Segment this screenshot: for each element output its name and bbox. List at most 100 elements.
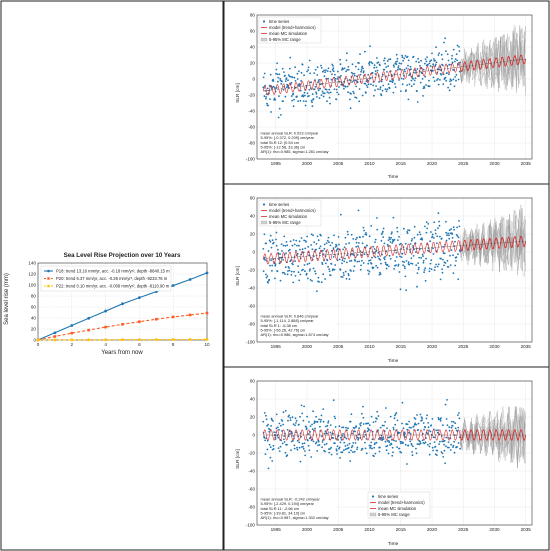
time-series-point (392, 426, 395, 429)
time-series-point (306, 263, 309, 266)
time-series-point (281, 80, 283, 83)
legend-marker (47, 284, 50, 288)
time-series-point (317, 239, 320, 242)
time-series-point (352, 270, 355, 272)
time-series-point (375, 264, 377, 267)
time-series-point (292, 92, 295, 95)
time-series-point (359, 236, 361, 239)
y-tick-label: -80 (248, 322, 255, 327)
time-series-point (430, 59, 433, 62)
time-series-point (444, 262, 447, 264)
time-series-point (414, 77, 417, 79)
time-series-point (359, 268, 362, 271)
time-series-point (307, 69, 310, 71)
trend-line (263, 240, 526, 260)
time-series-point (381, 89, 384, 92)
time-series-point (313, 72, 316, 74)
time-series-point (271, 460, 274, 462)
time-series-point (457, 78, 460, 81)
time-series-point (311, 101, 313, 104)
time-series-point (322, 70, 324, 73)
time-series-point (284, 80, 287, 82)
time-series-point (343, 67, 346, 70)
time-series-point (332, 399, 335, 402)
time-series-point (449, 264, 452, 266)
time-series-point (434, 65, 437, 67)
time-series-point (288, 267, 290, 269)
time-series-point (385, 267, 388, 270)
time-series-point (422, 68, 425, 71)
time-series-point (336, 445, 339, 448)
time-series-point (328, 241, 330, 244)
time-series-point (264, 259, 266, 261)
time-series-point (333, 234, 335, 237)
time-series-point (290, 95, 293, 97)
time-series-point (283, 441, 286, 443)
time-series-point (355, 245, 358, 248)
time-series-point (373, 66, 376, 69)
stats-line: AR(1): rho=0.987, sigma=1.302 cm/day (261, 515, 329, 520)
time-series-point (328, 96, 331, 99)
time-series-point (288, 75, 291, 78)
time-series-point (316, 66, 319, 69)
time-series-point (272, 78, 274, 81)
time-series-point (424, 426, 427, 429)
time-series-point (375, 85, 377, 87)
time-series-point (337, 439, 340, 441)
legend-marker (262, 203, 266, 206)
time-series-point (396, 226, 398, 229)
time-series-point (262, 76, 265, 79)
time-series-point (439, 79, 441, 81)
time-series-point (283, 271, 285, 274)
y-tick-label: -40 (248, 286, 255, 291)
time-series-point (447, 266, 450, 268)
time-series-point (443, 41, 445, 44)
time-series-point (322, 95, 325, 98)
time-series-point (267, 423, 269, 426)
time-series-point (439, 440, 441, 443)
model-line (263, 429, 461, 441)
time-series-point (281, 442, 284, 445)
time-series-point (263, 436, 266, 439)
time-series-point (370, 262, 373, 265)
time-series-point (337, 93, 340, 96)
right-bottom-panel-border (223, 366, 550, 551)
data-point (188, 313, 192, 317)
time-series-point (275, 413, 278, 416)
time-series-point (383, 68, 386, 71)
time-series-point (362, 235, 364, 238)
time-series-point (400, 256, 403, 258)
time-series-point (434, 266, 436, 268)
data-point (138, 320, 141, 323)
time-series-point (279, 445, 282, 448)
time-series-point (397, 65, 400, 67)
x-tick-label: 2000 (302, 527, 313, 532)
time-series-point (331, 73, 333, 76)
time-series-point (387, 65, 389, 68)
time-series-point (427, 223, 430, 225)
legend-label: model (trend+harmonics) (269, 25, 316, 30)
time-series-point (429, 430, 432, 433)
time-series-point (426, 56, 428, 58)
time-series-point (434, 59, 436, 62)
time-series-point (345, 277, 348, 280)
time-series-point (302, 445, 304, 448)
time-series-point (440, 451, 443, 453)
time-series-point (297, 100, 299, 103)
time-series-point (445, 231, 448, 234)
x-tick-label: 0 (37, 342, 40, 347)
time-series-point (326, 239, 329, 242)
time-series-point (293, 447, 296, 450)
time-series-point (325, 88, 328, 91)
time-series-point (423, 442, 426, 445)
time-series-point (297, 265, 299, 267)
time-series-point (443, 449, 446, 452)
time-series-point (448, 229, 451, 232)
time-series-point (389, 241, 392, 243)
time-series-point (295, 239, 298, 242)
time-series-point (369, 77, 372, 80)
time-series-point (452, 272, 455, 274)
time-series-point (428, 79, 430, 82)
time-series-point (331, 242, 334, 244)
time-series-point (428, 453, 431, 456)
